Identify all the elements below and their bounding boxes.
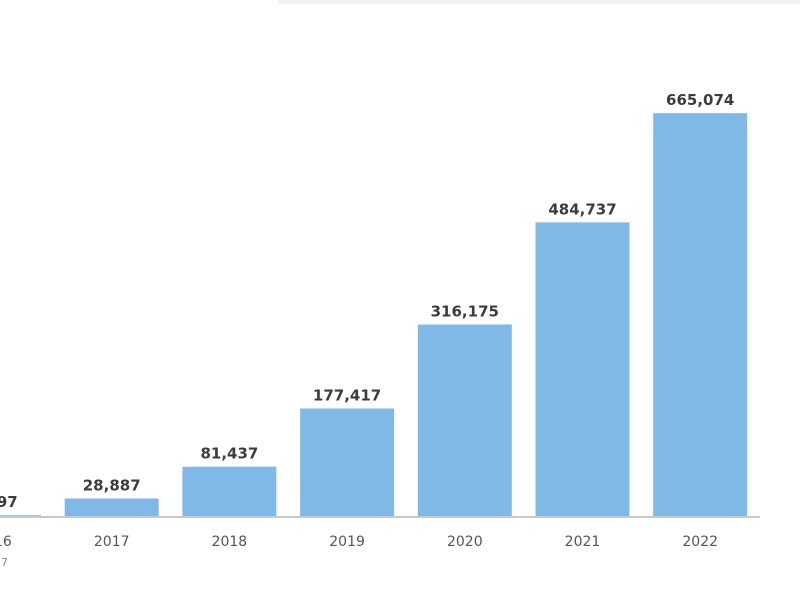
value-label-2020: 316,175 — [431, 303, 499, 321]
value-label-2018: 81,437 — [200, 445, 258, 463]
value-label-2019: 177,417 — [313, 387, 381, 405]
top-divider — [278, 0, 800, 4]
bar-2021 — [535, 222, 630, 516]
bar-2017 — [64, 498, 159, 516]
bar-2019 — [300, 408, 395, 516]
x-tick-label-2022: 2022 — [682, 534, 718, 550]
bars-layer — [0, 113, 748, 516]
bar-2018 — [182, 466, 277, 516]
x-tick-label-2018: 2018 — [212, 534, 248, 550]
x-tick-label-2016: 2016 — [0, 534, 12, 550]
x-tick-label-2020: 2020 — [447, 534, 483, 550]
top-edge — [0, 0, 278, 4]
value-label-2016: 1,297 — [0, 493, 18, 511]
x-tick-label-2017: 2017 — [94, 534, 130, 550]
value-label-2022: 665,074 — [666, 91, 734, 109]
x-tick-sublabel-2016: 2017 — [0, 556, 8, 569]
x-tick-labels-layer: 2016 2017 2017 2018 2019 2020 2021 2022 — [0, 534, 718, 569]
x-tick-label-2019: 2019 — [329, 534, 365, 550]
bar-2016 — [0, 515, 41, 516]
value-label-2017: 28,887 — [83, 477, 141, 495]
bar-2020 — [417, 324, 512, 516]
value-label-2021: 484,737 — [548, 200, 616, 218]
bar-2022 — [653, 113, 748, 516]
value-labels-layer: 1,297 28,887 81,437 177,417 316,175 484,737 66… — [0, 91, 734, 511]
x-tick-label-2021: 2021 — [565, 534, 601, 550]
